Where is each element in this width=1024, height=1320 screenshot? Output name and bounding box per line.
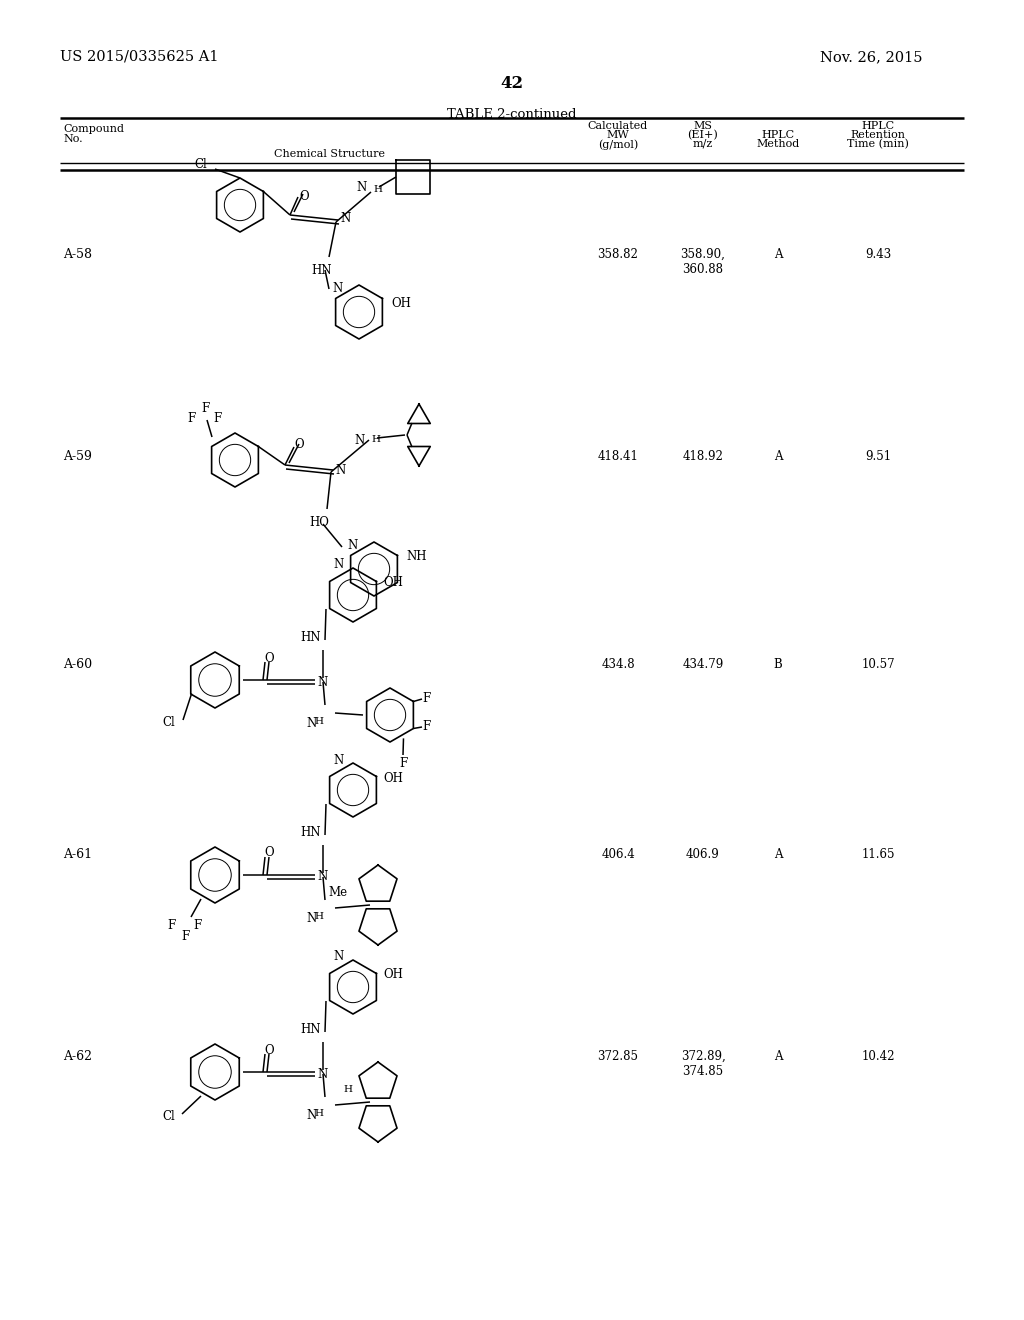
Text: 42: 42 [501,75,523,92]
Text: O: O [264,652,273,664]
Text: Cl: Cl [195,158,207,172]
Text: O: O [264,1044,273,1056]
Text: N: N [317,1068,328,1081]
Text: O: O [299,190,309,203]
Text: N: N [340,211,350,224]
Text: H: H [314,912,323,921]
Text: 10.42: 10.42 [861,1049,895,1063]
Text: F: F [167,919,175,932]
Text: US 2015/0335625 A1: US 2015/0335625 A1 [60,50,218,63]
Text: 372.85: 372.85 [597,1049,639,1063]
Text: (EI+): (EI+) [688,129,719,140]
Text: 406.9: 406.9 [686,847,720,861]
Text: B: B [773,657,782,671]
Text: F: F [422,693,430,705]
Text: Nov. 26, 2015: Nov. 26, 2015 [820,50,923,63]
Text: OH: OH [383,969,402,982]
Text: HN: HN [300,826,321,840]
Text: N: N [334,754,344,767]
Text: H: H [314,717,323,726]
Text: OH: OH [383,771,402,784]
Text: N: N [354,433,365,446]
Text: A-62: A-62 [63,1049,92,1063]
Text: N: N [335,463,345,477]
Text: HN: HN [300,631,321,644]
Text: N: N [307,912,317,925]
Text: H: H [314,1109,323,1118]
Text: 9.43: 9.43 [865,248,891,261]
Text: (g/mol): (g/mol) [598,139,638,149]
Text: Me: Me [329,887,348,899]
Text: 418.92: 418.92 [683,450,723,463]
Text: MS: MS [693,121,713,131]
Text: N: N [334,558,344,572]
Text: A-59: A-59 [63,450,92,463]
Text: Calculated: Calculated [588,121,648,131]
Text: N: N [334,950,344,964]
Text: O: O [294,438,304,451]
Text: F: F [399,756,408,770]
Text: 11.65: 11.65 [861,847,895,861]
Text: F: F [181,931,189,942]
Text: N: N [317,870,328,883]
Text: Retention: Retention [851,129,905,140]
Text: 358.90,
360.88: 358.90, 360.88 [681,248,725,276]
Text: 406.4: 406.4 [601,847,635,861]
Text: HPLC: HPLC [861,121,895,131]
Text: A-61: A-61 [63,847,92,861]
Text: A-58: A-58 [63,248,92,261]
Text: OH: OH [391,297,411,310]
Text: F: F [213,412,221,425]
Text: 358.82: 358.82 [598,248,638,261]
Text: 434.8: 434.8 [601,657,635,671]
Text: HN: HN [300,1023,321,1036]
Text: MW: MW [606,129,630,140]
Text: NH: NH [406,550,427,564]
Text: F: F [422,721,430,734]
Text: A-60: A-60 [63,657,92,671]
Text: N: N [333,282,343,294]
Text: m/z: m/z [693,139,713,149]
Text: Method: Method [757,139,800,149]
Text: 9.51: 9.51 [865,450,891,463]
Text: 418.41: 418.41 [598,450,638,463]
Text: N: N [347,539,357,552]
Text: N: N [317,676,328,689]
Text: Time (min): Time (min) [847,139,909,149]
Text: N: N [307,1109,317,1122]
Text: 372.89,
374.85: 372.89, 374.85 [681,1049,725,1078]
Text: No.: No. [63,135,83,144]
Text: F: F [201,401,209,414]
Text: A: A [774,847,782,861]
Text: O: O [264,846,273,859]
Text: Compound: Compound [63,124,124,135]
Text: N: N [307,717,317,730]
Text: Chemical Structure: Chemical Structure [274,149,385,158]
Text: H: H [343,1085,352,1094]
Text: A: A [774,1049,782,1063]
Text: H: H [373,185,382,194]
Text: 10.57: 10.57 [861,657,895,671]
Text: Cl: Cl [162,1110,175,1122]
Text: HN: HN [311,264,332,277]
Text: Cl: Cl [162,715,175,729]
Text: HO: HO [309,516,329,529]
Text: H: H [371,436,380,445]
Text: OH: OH [383,577,402,590]
Text: F: F [186,412,196,425]
Text: A: A [774,450,782,463]
Text: HPLC: HPLC [762,129,795,140]
Text: F: F [193,919,201,932]
Text: A: A [774,248,782,261]
Text: TABLE 2-continued: TABLE 2-continued [447,108,577,121]
Text: 434.79: 434.79 [682,657,724,671]
Text: N: N [356,181,367,194]
